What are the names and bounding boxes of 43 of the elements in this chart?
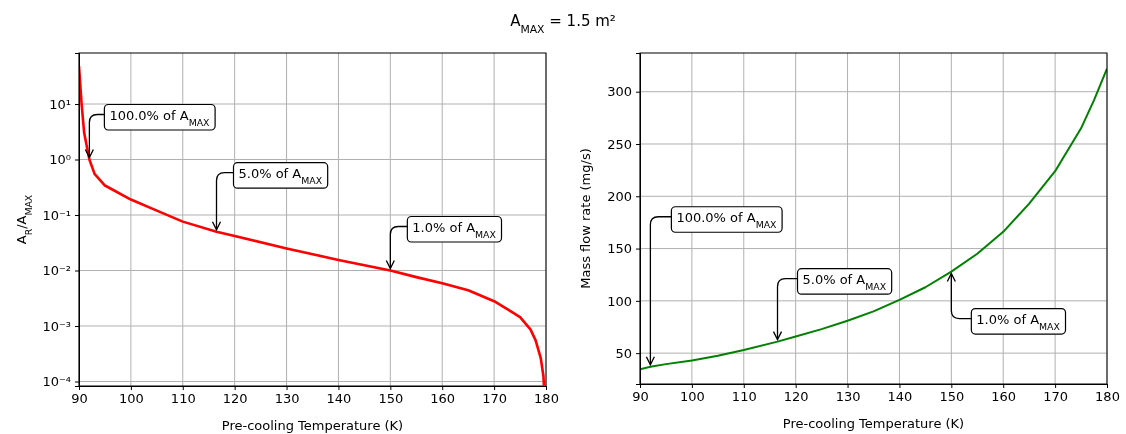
- x-tick-label: 180: [1095, 389, 1120, 405]
- x-axis-title: Pre-cooling Temperature (K): [782, 416, 965, 431]
- x-tick-label: 110: [170, 391, 196, 407]
- y-tick-label: 250: [607, 136, 632, 152]
- y-tick-label: 10⁻¹: [42, 207, 71, 223]
- annotation: 1.0% of A$_{MAX}$: [976, 311, 1061, 332]
- annotation: 5.0% of A$_{MAX}$: [802, 271, 887, 292]
- x-axis-title: Pre-cooling Temperature (K): [221, 418, 404, 433]
- y-tick-label: 10⁻²: [42, 263, 71, 279]
- annotation: 100.0% of A$_{MAX}$: [676, 209, 778, 230]
- x-tick-label: 120: [222, 391, 248, 407]
- y-tick-label: 100: [607, 293, 632, 309]
- x-tick-label: 150: [378, 391, 404, 407]
- x-tick-label: 140: [326, 391, 352, 407]
- x-tick-label: 170: [482, 391, 508, 407]
- y-tick-label: 10⁻⁴: [42, 374, 71, 390]
- x-tick-label: 160: [991, 389, 1017, 405]
- x-tick-label: 90: [632, 389, 649, 405]
- annotation: 1.0% of A$_{MAX}$: [412, 219, 497, 240]
- x-tick-label: 150: [939, 389, 965, 405]
- annotation: 100.0% of A$_{MAX}$: [109, 107, 211, 128]
- y-axis-title: Mass flow rate (mg/s): [578, 148, 593, 289]
- y-tick-label: 10¹: [49, 96, 71, 112]
- y-tick-label: 10⁻³: [42, 318, 71, 334]
- y-tick-label: 300: [607, 84, 632, 100]
- x-tick-label: 120: [783, 389, 809, 405]
- line-series: [640, 67, 1107, 371]
- x-tick-label: 110: [731, 389, 757, 405]
- x-tick-label: 100: [118, 391, 144, 407]
- x-tick-label: 130: [274, 391, 300, 407]
- x-tick-label: 170: [1043, 389, 1069, 405]
- y-tick-label: 50: [615, 345, 632, 361]
- x-tick-label: 130: [835, 389, 861, 405]
- y-tick-label: 200: [607, 188, 632, 204]
- annotation: 5.0% of A$_{MAX}$: [238, 165, 323, 186]
- x-tick-label: 180: [534, 391, 559, 407]
- x-tick-label: 100: [679, 389, 705, 405]
- x-tick-label: 140: [887, 389, 913, 405]
- chart-title: A$_{MAX}$ = 1.5 m²: [510, 12, 616, 36]
- y-tick-label: 150: [607, 241, 632, 257]
- x-tick-label: 160: [430, 391, 456, 407]
- y-tick-label: 10⁰: [49, 152, 71, 168]
- x-tick-label: 90: [71, 391, 88, 407]
